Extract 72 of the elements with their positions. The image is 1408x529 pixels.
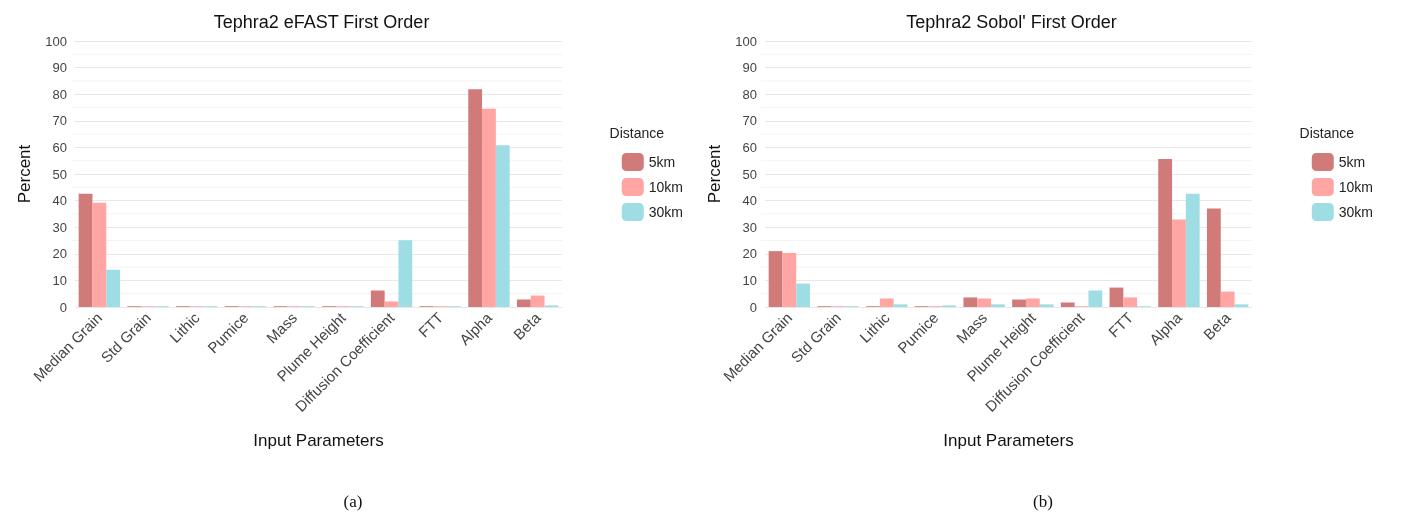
bar (516, 299, 531, 307)
y-tick-label: 20 (52, 246, 67, 262)
bar (530, 295, 545, 307)
x-axis-title: Input Parameters (253, 431, 384, 450)
y-tick-label: 90 (742, 60, 757, 76)
y-tick-label: 40 (742, 193, 757, 209)
bar (1039, 304, 1054, 307)
bar (1206, 208, 1221, 307)
y-tick-label: 70 (52, 113, 67, 129)
bar (1123, 297, 1138, 307)
y-tick-label: 100 (735, 33, 757, 49)
y-tick-label: 40 (52, 193, 67, 209)
x-tick-label: Beta (1199, 308, 1235, 343)
bar (398, 240, 413, 307)
y-tick-label: 60 (742, 139, 757, 155)
y-tick-label: 80 (52, 86, 67, 102)
legend-label: 30km (1338, 204, 1373, 220)
legend-title: Distance (609, 125, 665, 141)
y-tick-label: 10 (742, 272, 757, 288)
bar (879, 298, 894, 307)
legend-label: 10km (1338, 179, 1373, 195)
bar (1025, 298, 1040, 307)
bar (977, 298, 992, 307)
bar (92, 202, 107, 307)
bar (482, 108, 496, 307)
bar (1060, 302, 1075, 307)
y-tick-label: 10 (52, 272, 67, 288)
y-tick-label: 0 (59, 299, 67, 315)
x-axis-title: Input Parameters (943, 431, 1074, 450)
y-tick-label: 60 (52, 139, 67, 155)
y-tick-label: 30 (52, 219, 67, 235)
bar (384, 301, 399, 307)
bar (1185, 193, 1200, 307)
bar (1172, 219, 1186, 307)
bar (991, 304, 1005, 307)
chart-title: Tephra2 eFAST First Order (213, 12, 430, 32)
bar (1109, 287, 1124, 307)
bar (495, 145, 510, 307)
legend-label: 5km (648, 154, 676, 170)
bar (468, 89, 483, 307)
chart-title: Tephra2 Sobol' First Order (906, 12, 1117, 32)
x-tick-label: Beta (509, 308, 545, 343)
y-tick-label: 30 (742, 219, 757, 235)
text: (b) (1033, 492, 1053, 511)
legend-label: 30km (648, 204, 683, 220)
y-tick-label: 80 (742, 86, 757, 102)
text: (a) (343, 492, 363, 511)
bar (893, 304, 908, 307)
bar (1220, 291, 1235, 307)
bar (78, 193, 93, 307)
bar (106, 269, 121, 307)
y-tick-label: 50 (742, 166, 757, 182)
bar (963, 297, 978, 307)
y-axis-title: Percent (15, 144, 34, 204)
y-tick-label: 50 (52, 166, 67, 182)
y-tick-label: 70 (742, 113, 757, 129)
bar (782, 253, 797, 307)
y-tick-label: 20 (742, 246, 757, 262)
bar (1012, 299, 1026, 307)
bar (768, 251, 783, 307)
y-tick-label: 90 (52, 60, 67, 76)
y-tick-label: 100 (45, 33, 67, 49)
legend-label: 10km (648, 179, 683, 195)
y-axis-title: Percent (705, 144, 724, 204)
bar (1158, 159, 1173, 307)
y-tick-label: 0 (749, 299, 757, 315)
bar (796, 283, 811, 307)
bar (1234, 304, 1249, 307)
legend-label: 5km (1338, 154, 1366, 170)
bar (370, 290, 385, 307)
bar (1088, 290, 1103, 307)
legend-title: Distance (1299, 125, 1355, 141)
